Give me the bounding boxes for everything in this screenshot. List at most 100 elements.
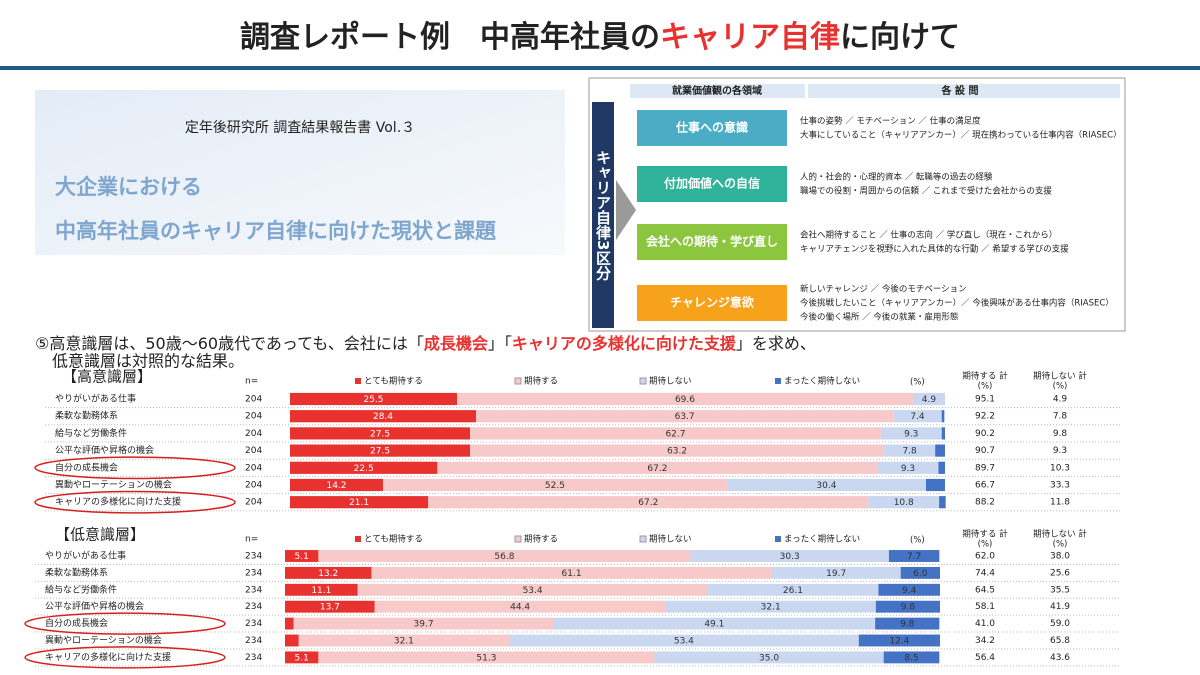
- n-value: 234: [245, 568, 262, 578]
- n-header: n=: [245, 377, 258, 387]
- value-label: 10.8: [894, 498, 914, 508]
- bar-segment: [357, 583, 708, 596]
- total-value: 66.7: [975, 481, 995, 491]
- legend-swatch: [514, 377, 522, 385]
- value-label: 11.1: [311, 586, 331, 596]
- area-question: 仕事の姿勢 ／ モチベーション ／ 仕事の満足度: [800, 116, 981, 127]
- row-label: 異動やローテーションの機会: [45, 634, 162, 646]
- bar-segment: [941, 427, 945, 440]
- row-label: 公平な評価や昇格の機会: [45, 600, 144, 612]
- bar-segment: [883, 651, 940, 664]
- total-value: 64.5: [975, 585, 995, 595]
- bar-segment: [553, 617, 876, 630]
- n-value: 234: [245, 619, 262, 629]
- framework-header-text: 各 設 問: [941, 84, 979, 97]
- legend-swatch: [355, 378, 361, 384]
- value-label: 61.1: [562, 569, 582, 579]
- row-label: 自分の成長機会: [55, 461, 118, 473]
- bar-segment: [293, 617, 554, 630]
- value-label: 7.8: [902, 447, 917, 457]
- n-header: n=: [245, 535, 258, 545]
- total-value: 59.0: [1050, 619, 1070, 629]
- legend-label: まったく期待しない: [784, 534, 860, 545]
- total-value: 11.8: [1050, 498, 1070, 508]
- legend-swatch: [639, 535, 647, 543]
- n-value: 204: [245, 446, 262, 456]
- value-label: 12.4: [889, 637, 909, 647]
- bar-segment: [371, 566, 772, 579]
- charts: 【高意識層】 n= とても期待する 期待する 期待しない まったく期待しない (%)期待する…: [24, 368, 1120, 669]
- n-value: 204: [245, 412, 262, 422]
- value-label: 19.7: [826, 569, 846, 579]
- n-value: 234: [245, 602, 262, 612]
- highlight-circle: [24, 646, 226, 669]
- value-label: 6.0: [913, 569, 928, 579]
- caption-line: 低意識層は対照的な結果。: [52, 352, 244, 371]
- total-header: (%): [1053, 382, 1068, 392]
- bar-segment: [470, 444, 885, 457]
- bar-segment: [935, 444, 945, 457]
- bar-segment: [726, 478, 927, 492]
- side-band: [592, 102, 614, 328]
- row-label: 柔軟な勤務体系: [45, 566, 108, 578]
- bar-segment: [880, 427, 942, 440]
- row-label: キャリアの多様化に向けた支援: [45, 651, 171, 663]
- area-question: 会社へ期待すること ／ 仕事の志向 ／ 学び直し（現在・これから）: [800, 230, 1057, 241]
- total-value: 38.0: [1050, 552, 1070, 562]
- report-title: 中高年社員のキャリア自律に向けた現状と課題: [55, 219, 497, 243]
- bar-segment: [383, 478, 727, 492]
- bar-segment: [893, 410, 942, 423]
- bar-segment: [285, 617, 294, 630]
- value-label: 28.4: [373, 412, 393, 422]
- n-value: 234: [245, 653, 262, 663]
- caption-part: 」「: [488, 334, 512, 353]
- total-value: 95.1: [975, 395, 995, 405]
- value-label: 5.1: [295, 653, 309, 663]
- value-label: 4.9: [922, 395, 937, 405]
- framework-header: [630, 84, 805, 98]
- bar-segment: [868, 496, 940, 509]
- bar-segment: [875, 600, 940, 613]
- total-value: 65.8: [1050, 636, 1070, 646]
- report-box: [35, 90, 565, 255]
- bar-segment: [290, 410, 477, 423]
- bar-segment: [285, 651, 319, 664]
- value-label: 35.0: [759, 653, 779, 663]
- bar-segment: [470, 427, 881, 440]
- value-label: 5.1: [295, 552, 309, 562]
- bar-segment: [912, 392, 945, 406]
- area-name: 付加価値への自信: [664, 176, 760, 191]
- row-label: 自分の成長機会: [45, 617, 108, 629]
- caption-highlight: 成長機会: [424, 334, 488, 353]
- total-header: 期待しない 計: [1033, 371, 1087, 382]
- value-label: 63.7: [675, 412, 695, 422]
- total-value: 41.0: [975, 619, 995, 629]
- highlight-circle: [34, 456, 236, 480]
- total-value: 90.2: [975, 429, 995, 439]
- value-label: 51.3: [476, 653, 496, 663]
- slide-title: 調査レポート例 中高年社員のキャリア自律に向けて: [240, 20, 960, 55]
- total-value: 34.2: [975, 636, 995, 646]
- bar-segment: [298, 634, 510, 647]
- area-name: チャレンジ意欲: [670, 295, 754, 310]
- value-label: 9.4: [902, 586, 917, 596]
- total-value: 10.3: [1050, 463, 1070, 473]
- n-value: 204: [245, 395, 262, 405]
- row-label: 給与など労働条件: [45, 583, 117, 595]
- total-value: 74.4: [975, 568, 995, 578]
- value-label: 9.8: [901, 603, 916, 613]
- total-value: 33.3: [1050, 481, 1070, 491]
- total-value: 90.7: [975, 446, 995, 456]
- framework-header-text: 就業価値観の各領域: [672, 84, 762, 97]
- value-label: 67.2: [647, 464, 667, 474]
- caption-line: ⑤高意識層は、50歳～60歳代であっても、会社には「成長機会」「キャリアの多様化…: [35, 334, 816, 353]
- bar-segment: [771, 566, 901, 579]
- legend-label: 期待しない: [649, 534, 692, 545]
- bar-segment: [290, 444, 471, 457]
- value-label: 9.8: [900, 620, 915, 630]
- value-label: 14.2: [326, 481, 346, 491]
- bar-segment: [476, 410, 894, 423]
- bar-segment: [290, 427, 471, 440]
- value-label: 25.5: [363, 395, 383, 405]
- legend-swatch: [775, 378, 781, 384]
